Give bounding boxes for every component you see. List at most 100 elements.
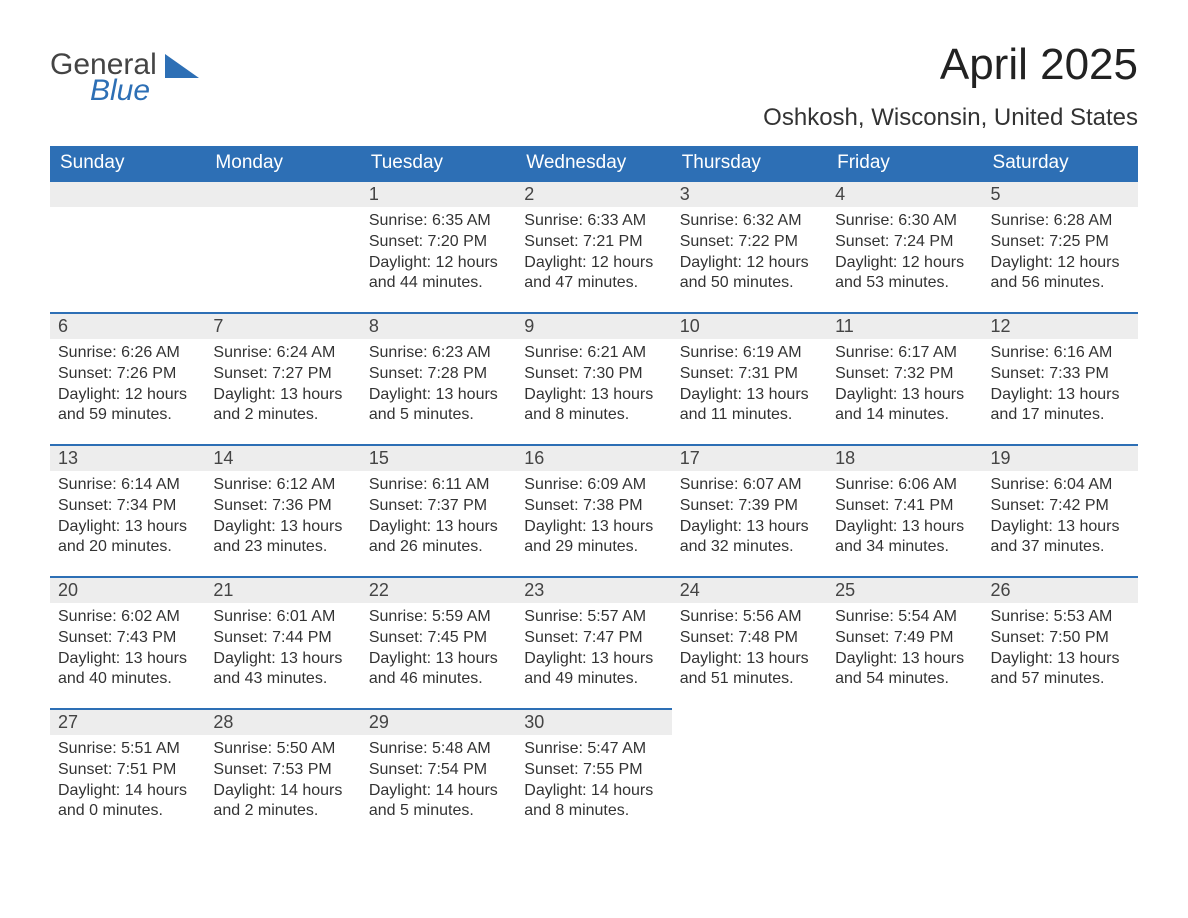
daylight-line: Daylight: 13 hours and 49 minutes. bbox=[524, 649, 663, 691]
day-details: Sunrise: 6:02 AMSunset: 7:43 PMDaylight:… bbox=[50, 603, 205, 698]
calendar-cell: 6Sunrise: 6:26 AMSunset: 7:26 PMDaylight… bbox=[50, 312, 205, 444]
weekday-header: Wednesday bbox=[516, 146, 671, 180]
brand-word-2: Blue bbox=[90, 76, 157, 106]
day-number: 30 bbox=[516, 708, 671, 735]
day-number: 19 bbox=[983, 444, 1138, 471]
daylight-line: Daylight: 12 hours and 53 minutes. bbox=[835, 253, 974, 295]
calendar-cell: 15Sunrise: 6:11 AMSunset: 7:37 PMDayligh… bbox=[361, 444, 516, 576]
sunset-line: Sunset: 7:47 PM bbox=[524, 628, 663, 649]
sunset-line: Sunset: 7:20 PM bbox=[369, 232, 508, 253]
sunrise-line: Sunrise: 5:51 AM bbox=[58, 739, 197, 760]
sunset-line: Sunset: 7:55 PM bbox=[524, 760, 663, 781]
daylight-line: Daylight: 13 hours and 29 minutes. bbox=[524, 517, 663, 559]
calendar-cell: 28Sunrise: 5:50 AMSunset: 7:53 PMDayligh… bbox=[205, 708, 360, 840]
location-subtitle: Oshkosh, Wisconsin, United States bbox=[763, 104, 1138, 132]
weekday-header-row: SundayMondayTuesdayWednesdayThursdayFrid… bbox=[50, 146, 1138, 180]
day-details: Sunrise: 6:30 AMSunset: 7:24 PMDaylight:… bbox=[827, 207, 982, 302]
day-number: 16 bbox=[516, 444, 671, 471]
daylight-line: Daylight: 14 hours and 5 minutes. bbox=[369, 781, 508, 823]
calendar-table: SundayMondayTuesdayWednesdayThursdayFrid… bbox=[50, 146, 1138, 840]
calendar-cell: 7Sunrise: 6:24 AMSunset: 7:27 PMDaylight… bbox=[205, 312, 360, 444]
sunset-line: Sunset: 7:28 PM bbox=[369, 364, 508, 385]
calendar-week-row: 1Sunrise: 6:35 AMSunset: 7:20 PMDaylight… bbox=[50, 180, 1138, 312]
day-number bbox=[983, 708, 1138, 735]
daylight-line: Daylight: 12 hours and 50 minutes. bbox=[680, 253, 819, 295]
sunset-line: Sunset: 7:49 PM bbox=[835, 628, 974, 649]
sunrise-line: Sunrise: 6:23 AM bbox=[369, 343, 508, 364]
day-details: Sunrise: 6:28 AMSunset: 7:25 PMDaylight:… bbox=[983, 207, 1138, 302]
daylight-line: Daylight: 13 hours and 32 minutes. bbox=[680, 517, 819, 559]
daylight-line: Daylight: 13 hours and 34 minutes. bbox=[835, 517, 974, 559]
day-number: 12 bbox=[983, 312, 1138, 339]
day-number: 4 bbox=[827, 180, 982, 207]
sunset-line: Sunset: 7:37 PM bbox=[369, 496, 508, 517]
sunset-line: Sunset: 7:21 PM bbox=[524, 232, 663, 253]
sunrise-line: Sunrise: 5:47 AM bbox=[524, 739, 663, 760]
day-number: 26 bbox=[983, 576, 1138, 603]
day-details: Sunrise: 6:01 AMSunset: 7:44 PMDaylight:… bbox=[205, 603, 360, 698]
sunrise-line: Sunrise: 6:04 AM bbox=[991, 475, 1130, 496]
day-details: Sunrise: 5:47 AMSunset: 7:55 PMDaylight:… bbox=[516, 735, 671, 830]
weekday-header: Tuesday bbox=[361, 146, 516, 180]
day-number: 23 bbox=[516, 576, 671, 603]
sunset-line: Sunset: 7:39 PM bbox=[680, 496, 819, 517]
calendar-cell: 9Sunrise: 6:21 AMSunset: 7:30 PMDaylight… bbox=[516, 312, 671, 444]
calendar-cell: 11Sunrise: 6:17 AMSunset: 7:32 PMDayligh… bbox=[827, 312, 982, 444]
calendar-week-row: 27Sunrise: 5:51 AMSunset: 7:51 PMDayligh… bbox=[50, 708, 1138, 840]
day-number: 15 bbox=[361, 444, 516, 471]
sunrise-line: Sunrise: 5:54 AM bbox=[835, 607, 974, 628]
sunrise-line: Sunrise: 6:30 AM bbox=[835, 211, 974, 232]
day-number bbox=[205, 180, 360, 207]
daylight-line: Daylight: 14 hours and 8 minutes. bbox=[524, 781, 663, 823]
day-number: 25 bbox=[827, 576, 982, 603]
sunset-line: Sunset: 7:27 PM bbox=[213, 364, 352, 385]
daylight-line: Daylight: 12 hours and 56 minutes. bbox=[991, 253, 1130, 295]
calendar-cell: 3Sunrise: 6:32 AMSunset: 7:22 PMDaylight… bbox=[672, 180, 827, 312]
day-number: 13 bbox=[50, 444, 205, 471]
calendar-cell: 13 Sunrise: 6:14 AMSunset: 7:34 PMDayligh… bbox=[50, 444, 205, 576]
daylight-line: Daylight: 13 hours and 46 minutes. bbox=[369, 649, 508, 691]
daylight-line: Daylight: 13 hours and 17 minutes. bbox=[991, 385, 1130, 427]
sunrise-line: Sunrise: 6:32 AM bbox=[680, 211, 819, 232]
day-number: 5 bbox=[983, 180, 1138, 207]
day-details: Sunrise: 5:56 AMSunset: 7:48 PMDaylight:… bbox=[672, 603, 827, 698]
day-details: Sunrise: 5:54 AMSunset: 7:49 PMDaylight:… bbox=[827, 603, 982, 698]
daylight-line: Daylight: 13 hours and 43 minutes. bbox=[213, 649, 352, 691]
day-number: 6 bbox=[50, 312, 205, 339]
brand-logo: General Blue bbox=[50, 40, 199, 106]
day-details: Sunrise: 5:53 AMSunset: 7:50 PMDaylight:… bbox=[983, 603, 1138, 698]
sunset-line: Sunset: 7:22 PM bbox=[680, 232, 819, 253]
day-details: Sunrise: 6:23 AMSunset: 7:28 PMDaylight:… bbox=[361, 339, 516, 434]
sunrise-line: Sunrise: 6:28 AM bbox=[991, 211, 1130, 232]
sunrise-line: Sunrise: 6:26 AM bbox=[58, 343, 197, 364]
sunset-line: Sunset: 7:44 PM bbox=[213, 628, 352, 649]
sunset-line: Sunset: 7:43 PM bbox=[58, 628, 197, 649]
day-number: 17 bbox=[672, 444, 827, 471]
sunrise-line: Sunrise: 6:06 AM bbox=[835, 475, 974, 496]
sunrise-line: Sunrise: 5:53 AM bbox=[991, 607, 1130, 628]
sunrise-line: Sunrise: 6:14 AM bbox=[58, 475, 197, 496]
daylight-line: Daylight: 13 hours and 40 minutes. bbox=[58, 649, 197, 691]
sunset-line: Sunset: 7:30 PM bbox=[524, 364, 663, 385]
day-details: Sunrise: 6:16 AMSunset: 7:33 PMDaylight:… bbox=[983, 339, 1138, 434]
day-number: 9 bbox=[516, 312, 671, 339]
daylight-line: Daylight: 13 hours and 23 minutes. bbox=[213, 517, 352, 559]
sunrise-line: Sunrise: 5:56 AM bbox=[680, 607, 819, 628]
sunset-line: Sunset: 7:34 PM bbox=[58, 496, 197, 517]
sunset-line: Sunset: 7:25 PM bbox=[991, 232, 1130, 253]
calendar-cell bbox=[205, 180, 360, 312]
daylight-line: Daylight: 13 hours and 37 minutes. bbox=[991, 517, 1130, 559]
sunrise-line: Sunrise: 6:17 AM bbox=[835, 343, 974, 364]
title-block: April 2025 Oshkosh, Wisconsin, United St… bbox=[763, 40, 1138, 132]
sunset-line: Sunset: 7:48 PM bbox=[680, 628, 819, 649]
daylight-line: Daylight: 13 hours and 20 minutes. bbox=[58, 517, 197, 559]
sunset-line: Sunset: 7:50 PM bbox=[991, 628, 1130, 649]
day-number: 18 bbox=[827, 444, 982, 471]
sunrise-line: Sunrise: 5:57 AM bbox=[524, 607, 663, 628]
day-number: 28 bbox=[205, 708, 360, 735]
day-number bbox=[827, 708, 982, 735]
calendar-cell bbox=[827, 708, 982, 840]
day-details: Sunrise: 5:51 AMSunset: 7:51 PMDaylight:… bbox=[50, 735, 205, 830]
daylight-line: Daylight: 12 hours and 47 minutes. bbox=[524, 253, 663, 295]
sunrise-line: Sunrise: 6:07 AM bbox=[680, 475, 819, 496]
